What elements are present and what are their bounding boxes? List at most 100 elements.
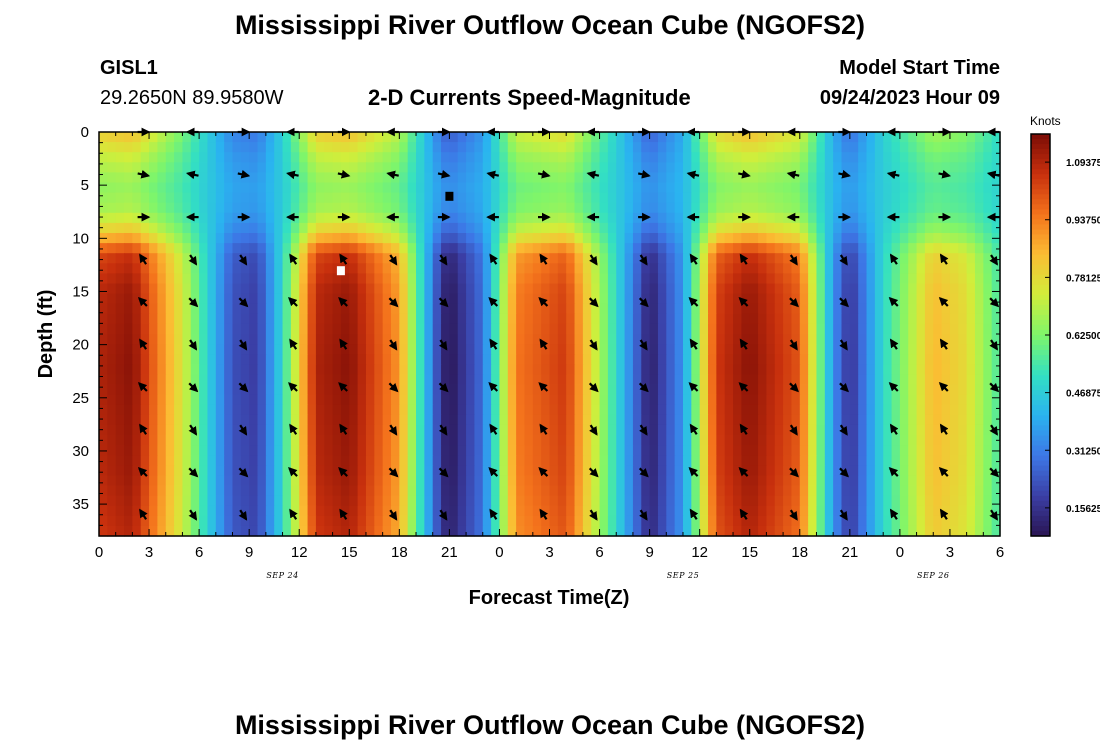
heat-cell <box>349 364 359 375</box>
heat-cell <box>799 505 809 517</box>
heat-cell <box>699 455 709 466</box>
heat-cell <box>708 334 717 345</box>
heat-cell <box>816 525 826 537</box>
heat-cell <box>399 394 409 406</box>
heat-cell <box>340 222 350 234</box>
current-arrow <box>238 509 248 521</box>
heat-cell <box>416 222 425 234</box>
heat-cell <box>783 263 793 274</box>
heat-cell <box>833 435 843 446</box>
heat-cell <box>958 152 968 163</box>
heat-cell <box>124 475 133 487</box>
heat-cell <box>916 424 926 436</box>
heat-cell <box>124 273 133 285</box>
heat-cell <box>866 354 876 365</box>
heat-cell <box>749 142 759 153</box>
heat-cell <box>315 404 325 416</box>
heat-cell <box>207 283 217 295</box>
heat-cell <box>424 192 434 204</box>
heat-cell <box>265 273 275 285</box>
heat-cell <box>240 233 250 244</box>
heat-cell <box>232 253 242 264</box>
heat-cell <box>816 142 826 153</box>
heat-cell <box>716 233 726 244</box>
heat-cell <box>949 323 959 335</box>
heat-cell <box>332 485 342 497</box>
heat-cell <box>365 505 375 517</box>
heat-cell <box>115 212 125 224</box>
heat-cell <box>774 424 784 436</box>
heat-cell <box>207 364 217 375</box>
heat-cell <box>616 253 626 264</box>
heat-cell <box>874 455 884 466</box>
heat-cell <box>774 293 784 305</box>
heat-cell <box>924 485 934 497</box>
heat-cell <box>607 263 617 274</box>
heat-cell <box>232 414 242 426</box>
heat-cell <box>524 364 534 375</box>
heat-cell <box>507 525 517 537</box>
heat-cell <box>149 354 158 365</box>
heat-cell <box>574 243 584 254</box>
heat-cell <box>474 243 484 254</box>
heat-cell <box>99 344 108 355</box>
heat-cell <box>699 132 709 143</box>
current-arrow <box>437 169 451 179</box>
heat-cell <box>691 323 701 335</box>
heat-cell <box>816 233 826 244</box>
heat-cell <box>474 525 484 537</box>
heat-cell <box>891 495 901 507</box>
heat-cell <box>641 414 651 426</box>
heat-cell <box>791 273 801 285</box>
heat-cell <box>365 374 375 386</box>
heat-cell <box>124 465 133 476</box>
heat-cell <box>657 202 667 214</box>
heat-cell <box>899 364 909 375</box>
heat-cell <box>724 354 734 365</box>
heat-cell <box>799 465 809 476</box>
heat-cell <box>207 495 217 507</box>
heat-cell <box>699 202 709 214</box>
heat-cell <box>99 243 108 254</box>
heat-cell <box>199 364 209 375</box>
x-tick-label: 12 <box>691 544 708 561</box>
heat-cell <box>332 303 342 315</box>
heat-cell <box>157 323 167 335</box>
heat-cell <box>557 505 567 517</box>
heat-cell <box>282 253 292 264</box>
heat-cell <box>632 525 642 537</box>
heat-cell <box>215 404 225 416</box>
heat-cell <box>390 273 400 285</box>
heat-cell <box>833 233 843 244</box>
heat-cell <box>532 505 542 517</box>
heat-cell <box>716 505 726 517</box>
heat-cell <box>132 435 142 446</box>
heat-cell <box>874 162 884 173</box>
colorbar-swatch <box>1031 500 1050 507</box>
heat-cell <box>340 404 350 416</box>
heat-cell <box>224 162 234 173</box>
heat-cell <box>866 172 876 184</box>
heat-cell <box>99 323 108 335</box>
heat-cell <box>357 505 367 517</box>
heat-cell <box>549 253 559 264</box>
heat-cell <box>507 515 517 527</box>
heat-cell <box>641 354 651 365</box>
heat-cell <box>791 364 801 375</box>
x-tick-label: 6 <box>595 544 603 561</box>
heat-cell <box>390 142 400 153</box>
heat-cell <box>758 233 767 244</box>
heat-cell <box>157 354 167 365</box>
heat-cell <box>507 152 517 163</box>
colorbar-swatch <box>1031 324 1050 331</box>
heat-cell <box>257 222 267 234</box>
heat-cell <box>532 212 542 224</box>
heat-cell <box>849 142 859 153</box>
heat-cell <box>916 202 926 214</box>
heat-cell <box>365 435 375 446</box>
heat-cell <box>499 414 509 426</box>
heat-cell <box>374 233 384 244</box>
colorbar-swatch <box>1031 360 1050 366</box>
heat-cell <box>966 202 976 214</box>
model-start-label: Model Start Time <box>839 57 1000 79</box>
